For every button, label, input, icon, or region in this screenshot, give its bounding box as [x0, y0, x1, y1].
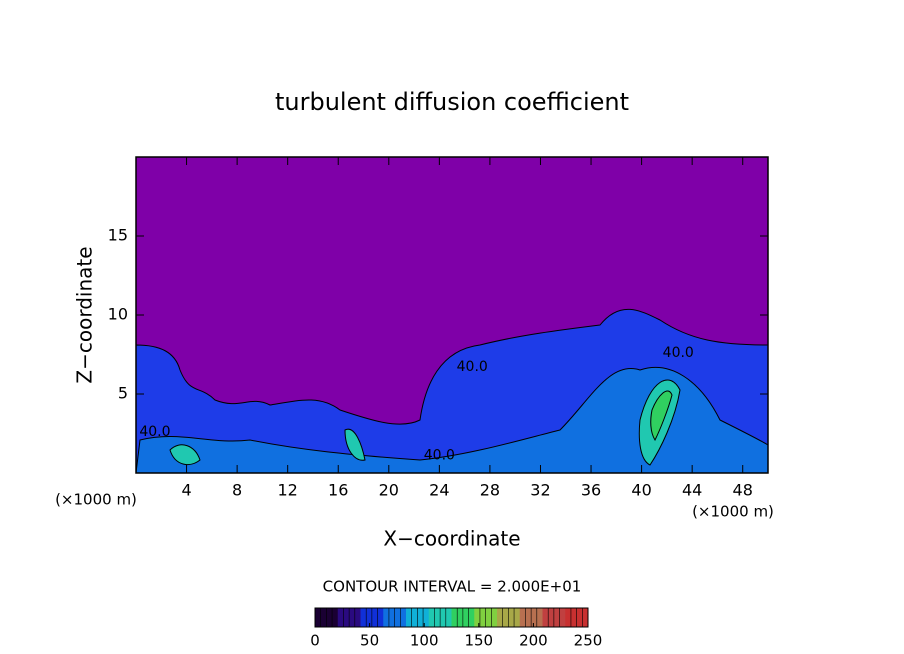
- contour-label: 40.0: [457, 359, 488, 375]
- contour-label: 40.0: [663, 345, 694, 361]
- field: [135, 157, 769, 474]
- y-unit: (×1000 m): [55, 491, 137, 509]
- x-tick-label: 16: [328, 481, 348, 500]
- x-tick-label: 12: [278, 481, 298, 500]
- y-axis-label: Z−coordinate: [73, 246, 97, 383]
- x-tick-label: 48: [733, 481, 753, 500]
- x-tick-label: 8: [232, 481, 242, 500]
- x-tick-label: 36: [581, 481, 601, 500]
- colorbar-tick-label: 100: [410, 632, 439, 650]
- turbulent-core: [135, 366, 769, 474]
- colorbar-tick-label: 0: [310, 632, 320, 650]
- x-tick-label: 32: [530, 481, 550, 500]
- peak-cells: [650, 390, 673, 442]
- y-tick-label: 10: [108, 305, 128, 324]
- colorbar-frame: [314, 607, 589, 628]
- x-tick-label: 4: [181, 481, 191, 500]
- contour-interval: CONTOUR INTERVAL = 2.000E+01: [323, 578, 582, 596]
- x-tick-label: 44: [682, 481, 702, 500]
- x-axis-label: X−coordinate: [383, 527, 520, 551]
- x-tick-label: 40: [631, 481, 651, 500]
- high-cells: [169, 379, 681, 466]
- y-tick-label: 15: [108, 226, 128, 245]
- colorbar-tick-label: 250: [574, 632, 603, 650]
- x-tick-label: 20: [379, 481, 399, 500]
- colorbar-tick-label: 50: [360, 632, 379, 650]
- colorbar-tick-label: 150: [464, 632, 493, 650]
- y-tick-label: 5: [118, 384, 128, 403]
- contour-label: 40.0: [424, 448, 455, 464]
- colorbar-tick-label: 200: [519, 632, 548, 650]
- x-unit: (×1000 m): [692, 503, 774, 521]
- chart-title: turbulent diffusion coefficient: [275, 88, 629, 116]
- contour-label: 40.0: [139, 424, 170, 440]
- x-tick-label: 24: [429, 481, 449, 500]
- x-tick-label: 28: [480, 481, 500, 500]
